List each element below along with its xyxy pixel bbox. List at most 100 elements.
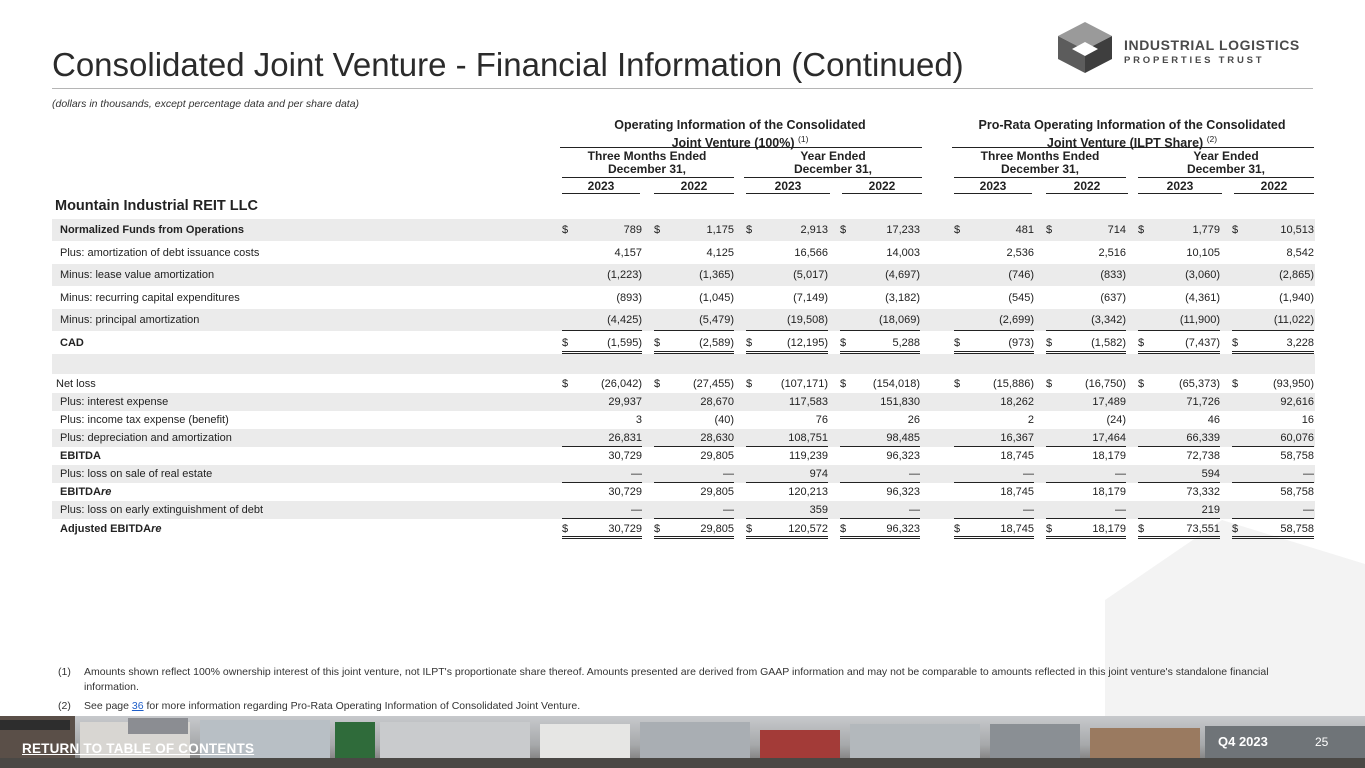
cell-value: 16,367 bbox=[1000, 432, 1034, 444]
currency-symbol: $ bbox=[562, 337, 569, 349]
cell-value: — bbox=[1023, 504, 1034, 516]
table-cell: — bbox=[654, 465, 734, 483]
table-cell: 58,758 bbox=[1232, 447, 1314, 465]
table-cell: 73,332 bbox=[1138, 483, 1220, 501]
currency-symbol: $ bbox=[1138, 224, 1145, 236]
currency-symbol: $ bbox=[1138, 523, 1145, 535]
row-label: Plus: interest expense bbox=[60, 396, 169, 408]
cell-value: 151,830 bbox=[880, 396, 920, 408]
table-cell: 26,831 bbox=[562, 429, 642, 447]
row-label: Plus: amortization of debt issuance cost… bbox=[60, 247, 260, 259]
table-cell: 2 bbox=[954, 411, 1034, 429]
cell-value: 108,751 bbox=[788, 432, 828, 444]
currency-symbol: $ bbox=[1046, 337, 1053, 349]
cell-value: (1,582) bbox=[1091, 337, 1126, 349]
cell-value: 96,323 bbox=[886, 450, 920, 462]
cell-value: (18,069) bbox=[879, 314, 920, 326]
cell-value: (3,060) bbox=[1185, 269, 1220, 281]
table-cell: $18,179 bbox=[1046, 519, 1126, 539]
currency-symbol: $ bbox=[954, 224, 961, 236]
cell-value: (24) bbox=[1106, 414, 1126, 426]
cell-value: 10,105 bbox=[1186, 247, 1220, 259]
cell-value: 58,758 bbox=[1280, 486, 1314, 498]
table-cell: 18,179 bbox=[1046, 447, 1126, 465]
cell-value: 1,779 bbox=[1192, 224, 1220, 236]
cell-value: 8,542 bbox=[1286, 247, 1314, 259]
cell-value: 29,805 bbox=[700, 486, 734, 498]
cell-value: 14,003 bbox=[886, 247, 920, 259]
table-cell: 219 bbox=[1138, 501, 1220, 519]
currency-symbol: $ bbox=[1046, 378, 1053, 390]
table-cell: 29,937 bbox=[562, 393, 642, 411]
cell-value: (637) bbox=[1100, 292, 1126, 304]
cell-value: 18,262 bbox=[1000, 396, 1034, 408]
cell-value: (154,018) bbox=[872, 378, 920, 390]
return-to-toc-link[interactable]: RETURN TO TABLE OF CONTENTS bbox=[22, 741, 255, 756]
cell-value: 98,485 bbox=[886, 432, 920, 444]
company-logo: INDUSTRIAL LOGISTICS PROPERTIES TRUST bbox=[1054, 20, 1324, 75]
cell-value: 3,228 bbox=[1286, 337, 1314, 349]
logo-text-line2: PROPERTIES TRUST bbox=[1124, 55, 1265, 66]
table-cell: $ (15,886) bbox=[954, 375, 1034, 393]
footnote-1: (1) Amounts shown reflect 100% ownership… bbox=[58, 666, 1269, 693]
cell-value: 2 bbox=[1027, 414, 1034, 426]
table-cell: (5,479) bbox=[654, 309, 734, 331]
group-rule-right bbox=[952, 147, 1314, 148]
cell-value: — bbox=[1115, 468, 1126, 480]
table-cell: 8,542 bbox=[1232, 242, 1314, 264]
cell-value: 5,288 bbox=[892, 337, 920, 349]
table-cell: (833) bbox=[1046, 264, 1126, 286]
page-36-link[interactable]: 36 bbox=[131, 700, 144, 712]
cell-value: 120,572 bbox=[788, 523, 828, 535]
table-cell: $ (107,171) bbox=[746, 375, 828, 393]
table-cell: — bbox=[954, 501, 1034, 519]
cell-value: 16 bbox=[1301, 414, 1314, 426]
cell-value: (26,042) bbox=[601, 378, 642, 390]
row-label: EBITDAre bbox=[60, 486, 112, 498]
row-label: Minus: recurring capital expenditures bbox=[60, 292, 240, 304]
cell-value: 481 bbox=[1015, 224, 1034, 236]
cell-value: (3,342) bbox=[1091, 314, 1126, 326]
table-row: EBITDA 30,729 29,805 119,239 96,323 18,745 18,… bbox=[52, 447, 1315, 465]
currency-symbol: $ bbox=[840, 224, 847, 236]
table-row: Normalized Funds from Operations $789 $1,1… bbox=[52, 219, 1315, 241]
cell-value: 30,729 bbox=[608, 450, 642, 462]
group-header-pro-rata: Pro-Rata Operating Information of the Co… bbox=[978, 118, 1286, 151]
cell-value: (893) bbox=[616, 292, 642, 304]
table-cell: $ (1,595) bbox=[562, 332, 642, 354]
cell-value: 1,175 bbox=[706, 224, 734, 236]
table-row: EBITDAre 30,729 29,805 120,213 96,323 18,745 1… bbox=[52, 483, 1315, 501]
table-cell: (40) bbox=[654, 411, 734, 429]
cell-value: 4,157 bbox=[614, 247, 642, 259]
table-cell: (1,940) bbox=[1232, 287, 1314, 309]
cell-value: 96,323 bbox=[886, 486, 920, 498]
cell-value: (1,045) bbox=[699, 292, 734, 304]
period-header-year: Year Ended December 31, bbox=[1186, 149, 1266, 176]
table-cell: (4,425) bbox=[562, 309, 642, 331]
table-cell: $5,288 bbox=[840, 332, 920, 354]
table-cell: 28,670 bbox=[654, 393, 734, 411]
title-divider bbox=[52, 88, 1313, 89]
cell-value: — bbox=[723, 468, 734, 480]
table-cell: (3,342) bbox=[1046, 309, 1126, 331]
cell-value: (545) bbox=[1008, 292, 1034, 304]
table-cell: $ (16,750) bbox=[1046, 375, 1126, 393]
table-row: Plus: interest expense 29,937 28,670 117,58… bbox=[52, 393, 1315, 411]
row-label: Plus: income tax expense (benefit) bbox=[60, 414, 229, 426]
table-cell: $ (65,373) bbox=[1138, 375, 1220, 393]
currency-symbol: $ bbox=[840, 523, 847, 535]
cell-value: 18,179 bbox=[1092, 523, 1126, 535]
table-cell: (1,223) bbox=[562, 264, 642, 286]
cell-value: (93,950) bbox=[1273, 378, 1314, 390]
currency-symbol: $ bbox=[1138, 337, 1145, 349]
year-header: 2023 bbox=[954, 179, 1032, 194]
table-cell: (7,149) bbox=[746, 287, 828, 309]
table-cell: (3,182) bbox=[840, 287, 920, 309]
table-cell: 17,489 bbox=[1046, 393, 1126, 411]
table-cell: $ (12,195) bbox=[746, 332, 828, 354]
table-cell: — bbox=[1232, 465, 1314, 483]
cell-value: (7,437) bbox=[1185, 337, 1220, 349]
table-cell: $ (2,589) bbox=[654, 332, 734, 354]
table-cell: 4,157 bbox=[562, 242, 642, 264]
cell-value: — bbox=[631, 468, 642, 480]
